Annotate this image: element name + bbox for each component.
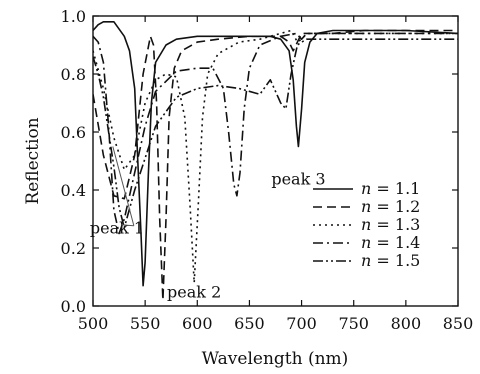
legend: n = 1.1n = 1.2n = 1.3n = 1.4n = 1.5 bbox=[313, 179, 420, 270]
y-tick-label: 0.8 bbox=[61, 65, 86, 84]
series-line-1 bbox=[93, 20, 458, 287]
x-tick-label: 850 bbox=[443, 314, 474, 333]
x-tick-label: 600 bbox=[182, 314, 213, 333]
y-tick-label: 0.2 bbox=[61, 239, 86, 258]
legend-entry-3: n = 1.3 bbox=[361, 215, 420, 234]
legend-entry-4: n = 1.4 bbox=[361, 233, 420, 252]
annotation-pointer-1 bbox=[112, 146, 135, 226]
series-line-3 bbox=[93, 29, 458, 284]
plot-frame bbox=[92, 15, 459, 307]
x-tick-label: 800 bbox=[391, 314, 422, 333]
legend-entry-5: n = 1.5 bbox=[361, 251, 420, 270]
y-tick-label: 1.0 bbox=[61, 7, 86, 26]
annotation-peak-1: peak 1 bbox=[90, 219, 144, 238]
series-line-4 bbox=[93, 32, 458, 235]
x-tick-label: 650 bbox=[234, 314, 265, 333]
series-line-5 bbox=[93, 38, 458, 229]
x-axis-label: Wavelength (nm) bbox=[202, 349, 349, 369]
y-tick-label: 0.6 bbox=[61, 123, 86, 142]
x-tick-label: 700 bbox=[286, 314, 317, 333]
y-axis-label: Reflection bbox=[23, 117, 43, 204]
x-tick-label: 750 bbox=[338, 314, 369, 333]
x-tick-label: 550 bbox=[130, 314, 161, 333]
annotation-peak-2: peak 2 bbox=[167, 283, 221, 302]
legend-entry-2: n = 1.2 bbox=[361, 197, 420, 216]
legend-entry-1: n = 1.1 bbox=[361, 179, 420, 198]
y-tick-label: 0.4 bbox=[61, 181, 86, 200]
y-tick-label: 0.0 bbox=[61, 297, 86, 316]
annotation-pointer-2 bbox=[121, 224, 134, 227]
x-tick-label: 500 bbox=[78, 314, 109, 333]
annotation-peak-3: peak 3 bbox=[271, 169, 325, 188]
